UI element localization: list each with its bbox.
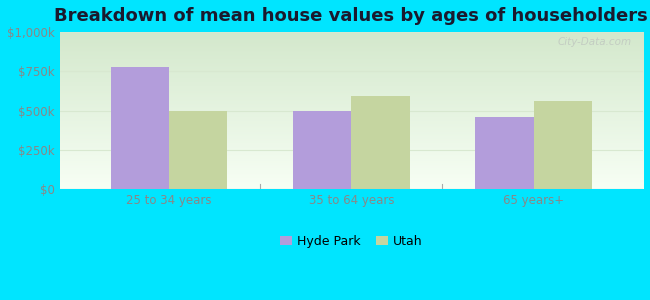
Bar (351, 96, 410, 189)
Legend: Hyde Park, Utah: Hyde Park, Utah (275, 230, 428, 253)
Title: Breakdown of mean house values by ages of householders: Breakdown of mean house values by ages o… (55, 7, 648, 25)
Bar (169, 110, 227, 189)
Bar (475, 117, 534, 189)
Bar (534, 101, 592, 189)
Text: City-Data.com: City-Data.com (557, 37, 631, 47)
Bar (111, 68, 169, 189)
Bar (293, 110, 351, 189)
